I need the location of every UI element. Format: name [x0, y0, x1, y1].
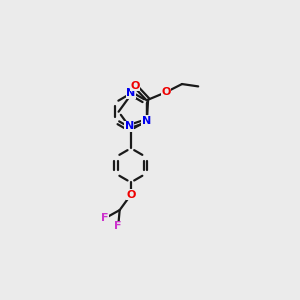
- Text: O: O: [126, 190, 136, 200]
- Text: N: N: [125, 122, 134, 131]
- Text: N: N: [126, 88, 136, 98]
- Text: N: N: [142, 116, 151, 126]
- Text: F: F: [101, 213, 109, 223]
- Text: O: O: [130, 80, 140, 91]
- Text: F: F: [115, 221, 122, 231]
- Text: O: O: [161, 87, 170, 97]
